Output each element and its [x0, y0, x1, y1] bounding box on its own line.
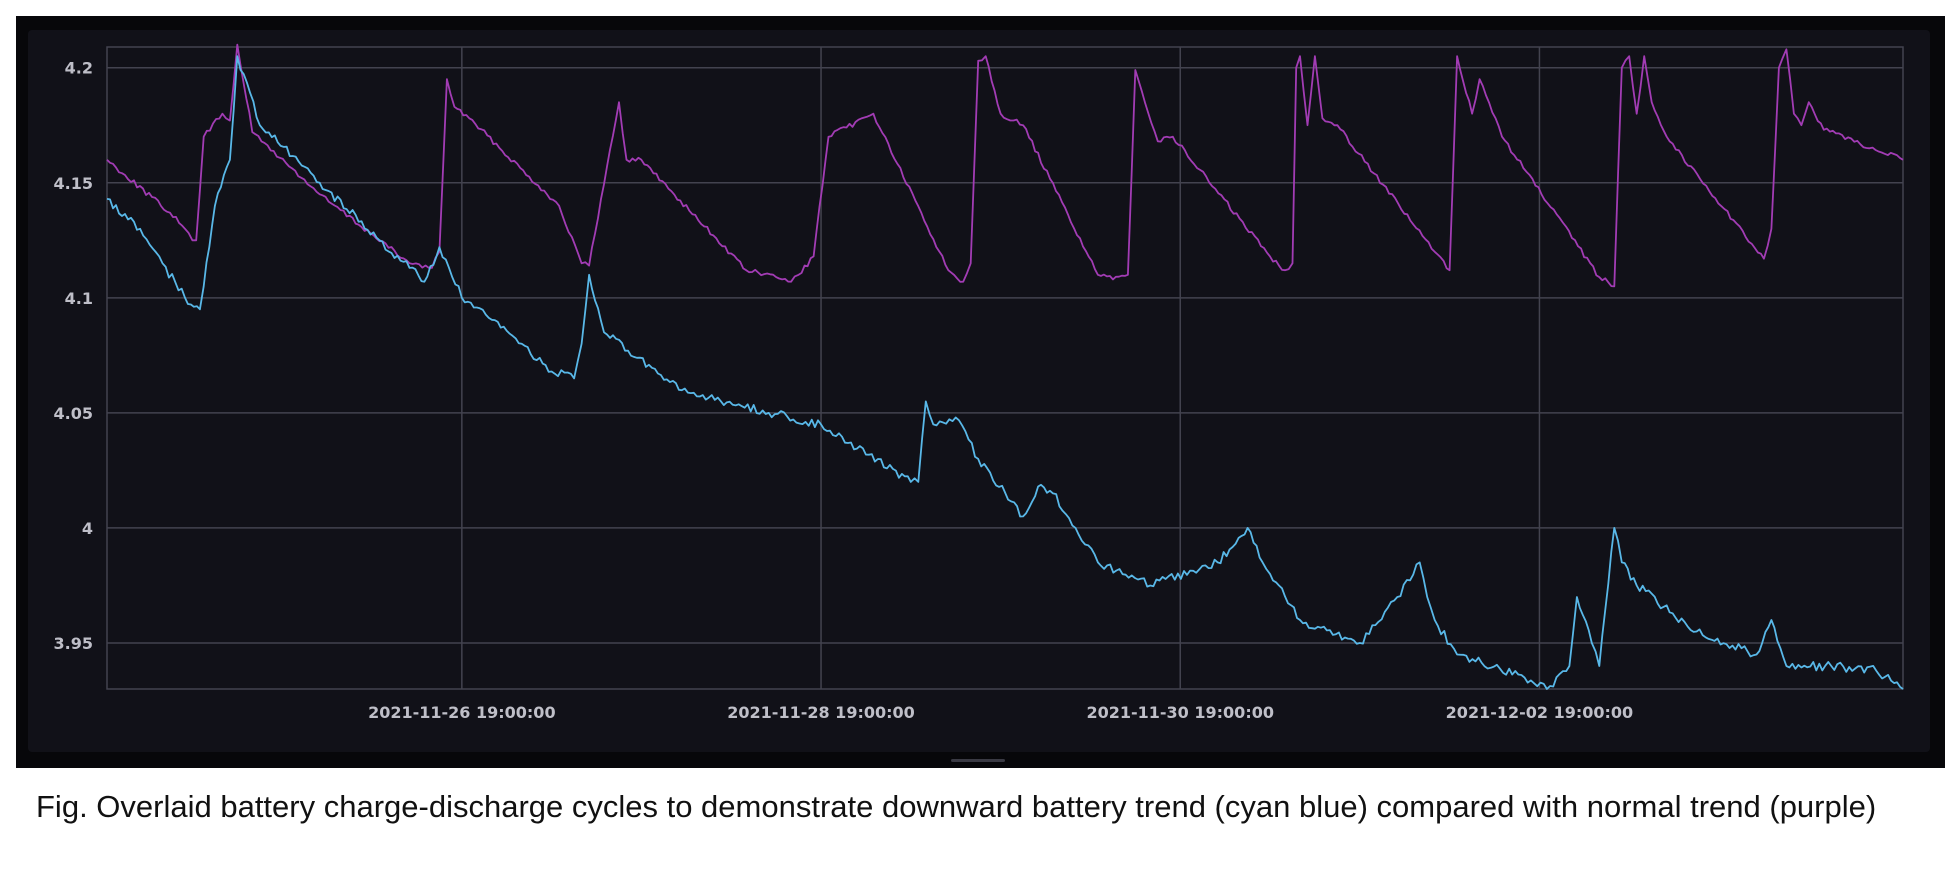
- series-layer: [106, 43, 1904, 690]
- y-tick-label: 4: [82, 519, 93, 538]
- series-line-1: [106, 43, 1904, 288]
- y-tick-label: 4.2: [65, 59, 93, 78]
- y-tick-label: 4.05: [54, 404, 93, 423]
- y-tick-label: 4.15: [54, 174, 93, 193]
- y-axis-ticks: 3.95 4 4.05 4.1 4.15 4.2: [54, 59, 93, 653]
- grid: [106, 46, 1904, 690]
- x-axis-ticks: 2021-11-26 19:00:00 2021-11-28 19:00:00 20…: [368, 703, 1633, 722]
- figure-caption: Fig. Overlaid battery charge-discharge c…: [36, 789, 1877, 824]
- series-line-2: [106, 55, 1904, 690]
- x-tick-label: 2021-11-30 19:00:00: [1086, 703, 1274, 722]
- x-tick-label: 2021-12-02 19:00:00: [1446, 703, 1634, 722]
- y-tick-label: 3.95: [54, 634, 93, 653]
- resize-handle[interactable]: [951, 759, 1005, 762]
- plot-border: [106, 46, 1904, 690]
- x-tick-label: 2021-11-28 19:00:00: [727, 703, 915, 722]
- y-tick-label: 4.1: [65, 289, 93, 308]
- chart-panel: 3.95 4 4.05 4.1 4.15 4.2 2021-11-26 19:00:00 2…: [28, 30, 1930, 752]
- x-tick-label: 2021-11-26 19:00:00: [368, 703, 556, 722]
